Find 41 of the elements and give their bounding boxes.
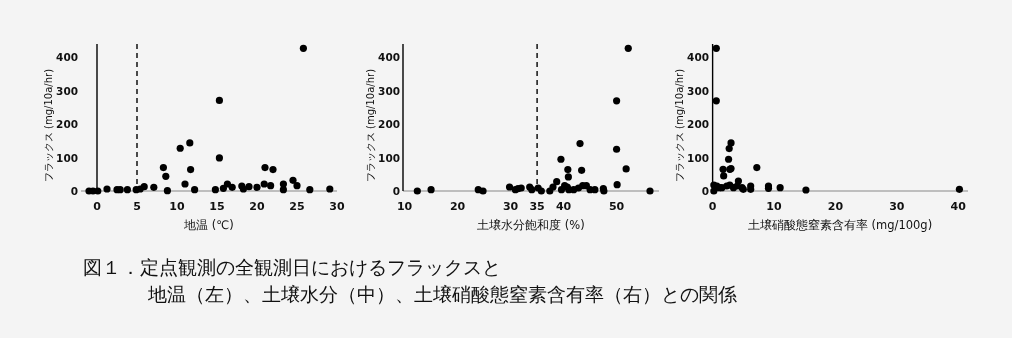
y-tick-label: 200 <box>56 118 78 131</box>
y-tick-label: 100 <box>687 151 709 164</box>
x-tick-label: 10 <box>396 200 413 213</box>
text: 地温（左）、土壌水分（中）、土壌硝酸態窒素含有率（右）との関係 <box>147 283 737 305</box>
x-tick-label: 0 <box>708 200 717 213</box>
x-tick-label: 30 <box>502 200 519 213</box>
y-tick-label: 0 <box>70 185 78 197</box>
x-tick-label: 40 <box>555 200 572 213</box>
x-tick-label: 50 <box>608 200 625 213</box>
x-tick-label: 15 <box>209 200 225 213</box>
y-tick-label: 100 <box>56 151 78 164</box>
x-tick-label: 20 <box>449 200 466 213</box>
x-tick-label: 35 <box>529 200 545 213</box>
x-tick-label: 30 <box>889 200 905 213</box>
x-tick-label: 5 <box>133 200 141 213</box>
y-tick-label: 100 <box>378 151 400 164</box>
x-tick-label: 20 <box>249 200 265 213</box>
y-tick-label: 300 <box>378 84 400 97</box>
x-tick-label: 10 <box>766 200 782 213</box>
x-tick-label: 10 <box>169 200 185 213</box>
y-tick-label: 400 <box>378 51 400 64</box>
y-tick-label: 0 <box>701 185 709 197</box>
y-tick-label: 200 <box>378 118 400 131</box>
y-tick-label: 0 <box>392 185 400 197</box>
y-tick-label: 400 <box>56 51 78 64</box>
y-tick-label: 300 <box>687 84 709 97</box>
x-tick-label: 40 <box>950 200 967 213</box>
y-tick-label: 200 <box>687 118 709 131</box>
caption: 図１．定点観測の全観測日におけるフラックスと <box>83 256 501 278</box>
y-tick-label: 300 <box>56 84 78 97</box>
y-axis-title: フラックス (mg/10a/hr) <box>365 68 376 183</box>
x-tick-label: 20 <box>827 200 844 213</box>
x-tick-label: 30 <box>329 200 345 213</box>
y-axis-title: フラックス (mg/10a/hr) <box>43 68 54 183</box>
x-tick-label: 0 <box>93 200 102 213</box>
x-axis-title: 地温 (℃) <box>183 218 234 232</box>
y-axis-title: フラックス (mg/10a/hr) <box>674 68 685 183</box>
y-tick-label: 400 <box>687 51 709 64</box>
x-axis-title: 土壌水分飽和度 (%) <box>477 218 585 232</box>
x-axis-title: 土壌硝酸態窒素含有率 (mg/100g) <box>747 218 933 232</box>
x-tick-label: 25 <box>289 200 305 213</box>
